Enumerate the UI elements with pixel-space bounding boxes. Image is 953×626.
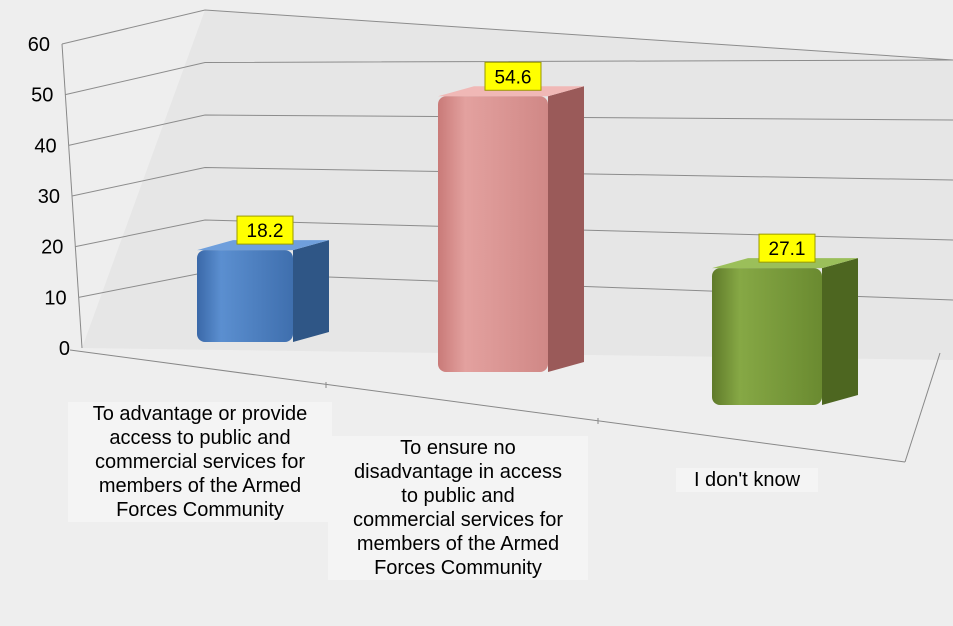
gridline	[71, 166, 953, 197]
y-tick-label: 40	[34, 135, 56, 157]
gridline	[61, 9, 953, 61]
gridline	[68, 114, 953, 146]
y-tick-label: 30	[38, 186, 60, 208]
y-tick-label: 20	[41, 237, 63, 259]
category-label-line: members of the Armed	[356, 533, 560, 555]
category-label-line: Forces Community	[374, 557, 542, 579]
category-label-line: access to public and	[109, 427, 291, 449]
category-label-line: disadvantage in access	[354, 461, 562, 483]
category-label-line: members of the Armed	[98, 475, 302, 497]
category-label-line: to public and	[401, 485, 515, 507]
category-label-line: To ensure no	[400, 437, 516, 459]
svg-text:54.6: 54.6	[495, 67, 532, 88]
category-label-line: commercial services for	[352, 509, 564, 531]
bar	[438, 86, 584, 373]
y-tick-label: 0	[59, 338, 70, 360]
value-label: 27.1	[758, 233, 816, 263]
floor-right-edge	[904, 352, 941, 463]
y-tick-label: 10	[44, 287, 66, 309]
value-label: 54.6	[484, 61, 542, 91]
gridline	[65, 59, 953, 96]
category-label: I don't know	[676, 468, 818, 492]
category-label-line: commercial services for	[94, 451, 306, 473]
gridlines	[61, 9, 953, 301]
bar	[197, 240, 329, 342]
value-labels: 18.2 54.6 27.1	[236, 61, 816, 263]
y-tick-label: 60	[28, 34, 50, 56]
gridline	[75, 219, 953, 248]
bar	[712, 258, 858, 405]
category-label: To ensure no disadvantage in access to pub…	[328, 436, 588, 580]
y-tick-label: 50	[31, 85, 53, 107]
svg-text:18.2: 18.2	[247, 221, 284, 242]
value-label: 18.2	[236, 215, 294, 245]
bars	[197, 86, 858, 405]
svg-text:27.1: 27.1	[769, 239, 806, 260]
category-label-line: Forces Community	[116, 499, 284, 521]
category-label: To advantage or provide access to public …	[68, 402, 332, 522]
category-label-line: I don't know	[693, 469, 801, 491]
y-axis: 0 10 20 30 40 50 60	[28, 34, 70, 360]
category-label-line: To advantage or provide	[92, 403, 308, 425]
floor-front-edge	[69, 349, 906, 463]
